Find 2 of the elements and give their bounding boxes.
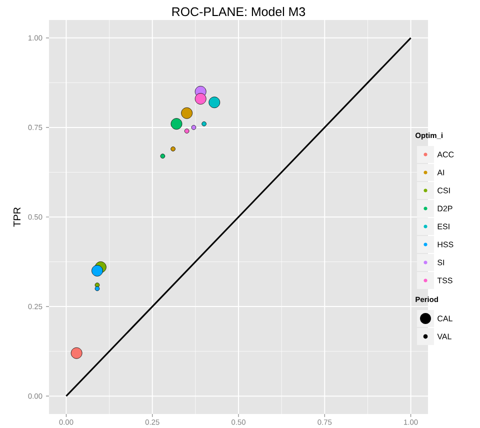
y-axis-title: TPR	[14, 207, 20, 227]
chart-title: ROC-PLANE: Model M3	[172, 6, 306, 16]
